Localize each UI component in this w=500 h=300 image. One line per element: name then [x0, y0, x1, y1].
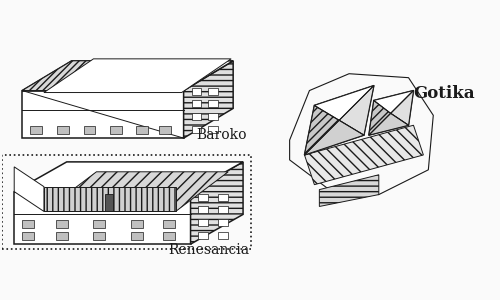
Bar — [218, 219, 228, 226]
Polygon shape — [374, 91, 414, 113]
Polygon shape — [369, 113, 408, 135]
Polygon shape — [44, 187, 176, 211]
Bar — [198, 219, 208, 226]
Bar — [198, 206, 208, 213]
Polygon shape — [304, 85, 374, 155]
Bar — [163, 220, 174, 228]
Bar — [159, 126, 170, 134]
Polygon shape — [304, 105, 339, 155]
Polygon shape — [304, 120, 364, 155]
Bar — [208, 88, 218, 94]
Bar — [218, 194, 228, 200]
Bar — [208, 113, 218, 120]
Polygon shape — [190, 162, 243, 244]
Bar — [94, 220, 106, 228]
Bar — [84, 126, 96, 134]
Bar — [208, 126, 218, 133]
Polygon shape — [339, 85, 374, 135]
Polygon shape — [314, 85, 374, 120]
Text: Renesancia: Renesancia — [169, 243, 250, 257]
Polygon shape — [14, 192, 190, 244]
Text: Gotika: Gotika — [414, 85, 475, 102]
Bar — [2, 155, 251, 249]
Polygon shape — [22, 61, 128, 91]
Bar — [136, 126, 148, 134]
Polygon shape — [22, 61, 233, 91]
Text: Baroko: Baroko — [196, 128, 247, 142]
Polygon shape — [14, 162, 243, 192]
Polygon shape — [44, 59, 231, 92]
Bar — [198, 232, 208, 239]
Bar — [192, 88, 202, 94]
Bar — [192, 126, 202, 133]
Bar — [56, 232, 68, 240]
Bar — [131, 232, 143, 240]
Bar — [163, 232, 174, 240]
Bar — [218, 206, 228, 213]
Polygon shape — [22, 91, 184, 138]
Bar — [56, 220, 68, 228]
Polygon shape — [44, 172, 228, 211]
Polygon shape — [369, 91, 414, 135]
Polygon shape — [390, 91, 413, 125]
Polygon shape — [304, 125, 424, 185]
Polygon shape — [320, 175, 379, 206]
Polygon shape — [14, 167, 44, 212]
Bar — [57, 126, 68, 134]
Bar — [30, 126, 42, 134]
Bar — [208, 100, 218, 107]
Bar — [218, 232, 228, 239]
Bar — [110, 126, 122, 134]
Bar — [198, 194, 208, 200]
Polygon shape — [369, 100, 390, 135]
Bar — [22, 232, 34, 240]
Bar — [22, 220, 34, 228]
Bar — [131, 220, 143, 228]
Polygon shape — [184, 61, 233, 138]
Bar — [94, 232, 106, 240]
Bar — [192, 100, 202, 107]
Polygon shape — [106, 194, 114, 211]
Bar — [192, 113, 202, 120]
